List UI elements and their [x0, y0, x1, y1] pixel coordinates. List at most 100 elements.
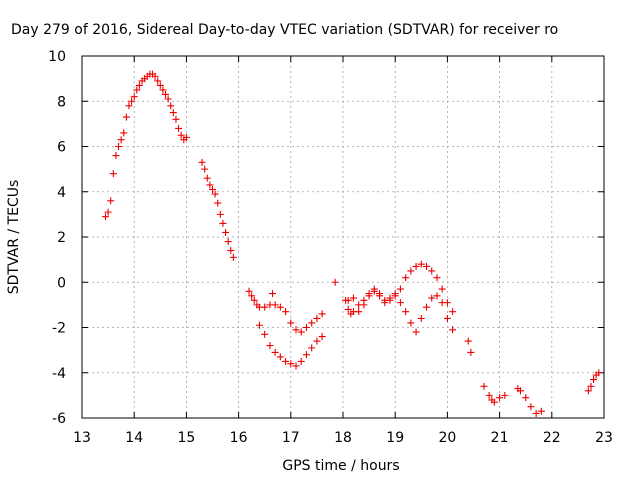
- data-point: [245, 287, 253, 295]
- x-tick-label-3: 16: [230, 430, 248, 446]
- data-point: [164, 95, 172, 103]
- series-arc-10: [584, 369, 603, 395]
- data-point: [198, 158, 206, 166]
- data-point: [438, 299, 446, 307]
- data-point: [292, 362, 300, 370]
- y-tick-label-1: -4: [52, 366, 66, 382]
- data-point: [276, 353, 284, 361]
- data-point: [595, 369, 603, 377]
- x-tick-label-1: 14: [125, 430, 143, 446]
- data-point: [269, 290, 277, 298]
- data-point: [376, 290, 384, 298]
- data-point: [417, 314, 425, 322]
- data-point: [271, 301, 279, 309]
- data-point: [130, 93, 138, 101]
- data-point: [224, 238, 232, 246]
- data-point: [266, 342, 274, 350]
- series-arc-4: [255, 321, 326, 370]
- data-point: [412, 262, 420, 270]
- data-point: [227, 247, 235, 255]
- data-point: [250, 296, 258, 304]
- x-axis-label: GPS time / hours: [282, 458, 399, 474]
- data-point: [396, 299, 404, 307]
- data-point: [107, 197, 115, 205]
- data-point: [318, 310, 326, 318]
- data-point: [344, 296, 352, 304]
- series-arc-3: [245, 287, 326, 336]
- data-point: [370, 285, 378, 293]
- data-point: [122, 113, 130, 121]
- data-point: [313, 314, 321, 322]
- y-axis-label: SDTVAR / TECUs: [6, 180, 22, 295]
- y-tick-label-4: 2: [57, 230, 66, 246]
- data-point: [365, 290, 373, 298]
- data-point: [584, 387, 592, 395]
- data-point: [438, 285, 446, 293]
- y-tick-label-0: -6: [52, 411, 66, 427]
- data-point: [428, 294, 436, 302]
- data-point: [172, 115, 180, 123]
- x-tick-label-8: 21: [491, 430, 509, 446]
- data-point: [104, 208, 112, 216]
- data-point: [125, 102, 133, 110]
- data-point: [112, 152, 120, 160]
- y-tick-label-2: -2: [52, 321, 66, 337]
- y-tick-label-7: 8: [57, 94, 66, 110]
- data-point: [229, 253, 237, 261]
- data-point: [355, 308, 363, 316]
- x-tick-label-5: 18: [334, 430, 352, 446]
- data-point: [360, 301, 368, 309]
- data-point: [117, 136, 125, 144]
- data-point: [501, 391, 509, 399]
- data-point: [156, 81, 164, 89]
- y-tick-label-5: 4: [57, 185, 66, 201]
- data-point: [169, 109, 177, 117]
- data-point: [417, 260, 425, 268]
- data-point: [349, 294, 357, 302]
- chart-title: Day 279 of 2016, Sidereal Day-to-day VTE…: [11, 22, 558, 38]
- x-tick-label-9: 22: [543, 430, 561, 446]
- data-point: [386, 296, 394, 304]
- y-tick-label-8: 10: [48, 49, 66, 65]
- data-point: [302, 324, 310, 331]
- series-arc-1: [101, 70, 190, 221]
- data-point: [159, 86, 167, 94]
- plot-frame: [81, 55, 605, 419]
- y-tick-label-6: 6: [57, 140, 66, 156]
- data-point: [167, 102, 175, 110]
- data-point: [276, 303, 284, 311]
- data-point: [282, 308, 290, 316]
- data-point: [522, 394, 530, 402]
- data-point: [590, 376, 598, 384]
- data-point: [271, 348, 279, 356]
- y-tick-label-3: 0: [57, 275, 66, 291]
- data-point: [302, 351, 310, 359]
- data-point: [443, 314, 451, 322]
- data-point: [222, 228, 230, 236]
- data-point: [297, 328, 305, 336]
- data-point: [261, 303, 269, 311]
- data-point: [255, 321, 263, 329]
- data-point: [344, 305, 352, 313]
- data-point: [423, 303, 431, 311]
- x-tick-label-2: 15: [177, 430, 195, 446]
- data-point: [282, 357, 290, 365]
- data-point: [261, 330, 269, 338]
- data-point: [381, 299, 389, 307]
- data-point: [133, 86, 141, 94]
- data-point: [115, 143, 123, 150]
- data-point: [292, 326, 300, 334]
- x-tick-label-4: 17: [282, 430, 300, 446]
- data-point: [203, 174, 211, 182]
- data-point: [402, 308, 410, 316]
- data-point: [331, 278, 339, 286]
- data-point: [407, 267, 415, 275]
- x-tick-label-6: 19: [386, 430, 404, 446]
- data-point: [209, 185, 216, 193]
- data-point: [464, 337, 472, 345]
- data-point: [182, 133, 190, 141]
- data-point: [527, 403, 535, 411]
- data-point: [516, 387, 524, 395]
- data-point: [313, 337, 321, 345]
